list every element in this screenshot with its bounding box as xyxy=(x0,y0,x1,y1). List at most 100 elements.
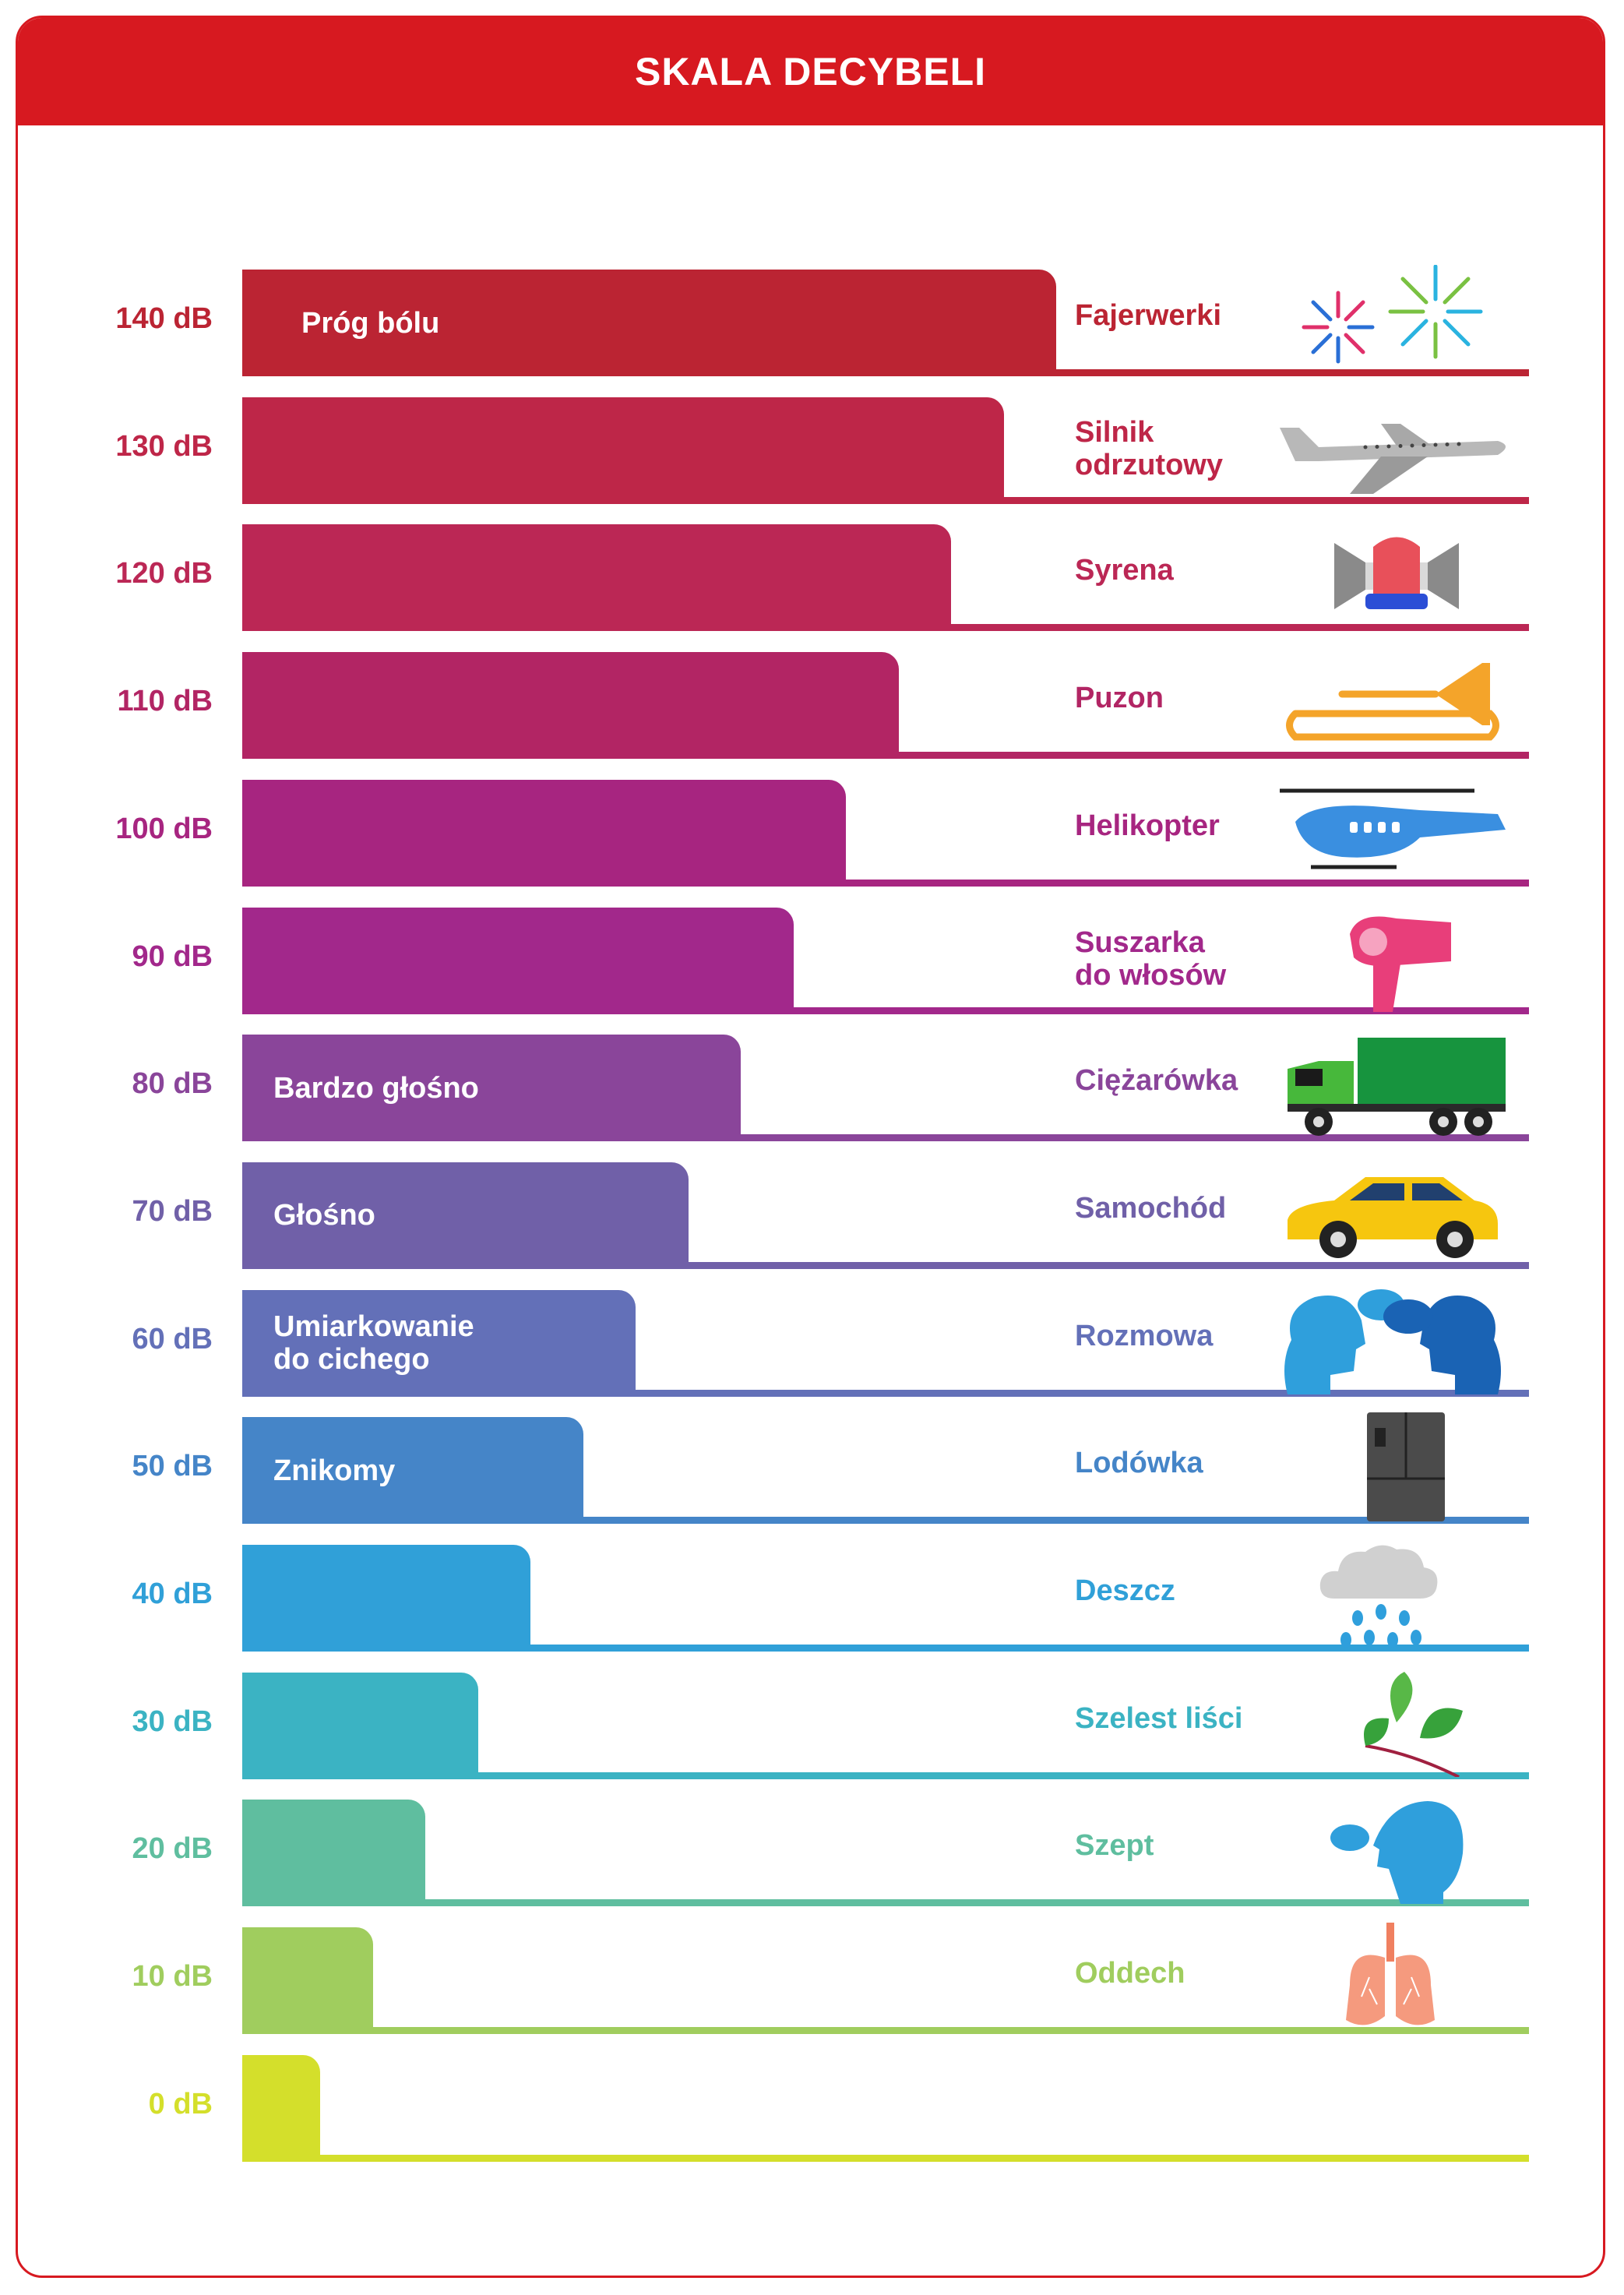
bar-row: 50 dB Znikomy Lodówka xyxy=(18,1412,1603,1525)
bar-row: 120 dB Syrena xyxy=(18,524,1603,632)
loudness-level-label: Znikomy xyxy=(273,1454,396,1487)
db-tick-label: 50 dB xyxy=(132,1450,213,1483)
bar-baseline xyxy=(242,879,1529,887)
bar-baseline xyxy=(242,1517,1529,1525)
bar: Umiarkowanie do cichego xyxy=(242,1289,636,1397)
sound-source-label: Helikopter xyxy=(1075,809,1220,842)
helicopter-icon xyxy=(1280,788,1506,869)
bar-baseline xyxy=(242,2154,1529,2162)
sound-source-label: Puzon xyxy=(1075,682,1164,714)
hair-dryer-icon xyxy=(1350,916,1451,1012)
bar xyxy=(242,524,951,632)
loudness-level-label: Bardzo głośno xyxy=(273,1071,479,1105)
sound-source-line: Ciężarówka xyxy=(1075,1064,1238,1098)
sound-source-label: Oddech xyxy=(1075,1957,1185,1990)
db-tick-label: 80 dB xyxy=(132,1067,213,1101)
bar: Znikomy xyxy=(242,1417,583,1525)
bar-baseline xyxy=(242,1645,1529,1652)
loudness-level-label: Próg bólu xyxy=(301,306,440,340)
sound-source-line: Lodówka xyxy=(1075,1447,1203,1480)
bar-baseline xyxy=(242,1771,1529,1779)
loudness-level-label: Głośno xyxy=(273,1199,375,1232)
trombone-icon xyxy=(1286,663,1499,741)
db-tick-label: 130 dB xyxy=(115,429,213,463)
sound-source-label: Szept xyxy=(1075,1829,1154,1862)
bar xyxy=(242,397,1004,504)
page-title: SKALA DECYBELI xyxy=(634,50,987,93)
loudness-level-label: Umiarkowanie do cichego xyxy=(273,1310,474,1377)
sound-source-line: Oddech xyxy=(1075,1957,1185,1990)
bar: Próg bólu xyxy=(242,270,1056,376)
fridge-icon xyxy=(1367,1412,1445,1522)
sound-source-label: Syrena xyxy=(1075,554,1174,587)
sound-source-line: Silnik xyxy=(1075,415,1154,449)
sound-source-line: odrzutowy xyxy=(1075,448,1223,481)
sound-source-line: Samochód xyxy=(1075,1191,1227,1225)
db-tick-label: 90 dB xyxy=(132,940,213,973)
sound-source-line: Syrena xyxy=(1075,554,1174,587)
sound-source-line: Helikopter xyxy=(1075,809,1220,842)
sound-source-label: Lodówka xyxy=(1075,1447,1203,1479)
sound-source-label: Fajerwerki xyxy=(1075,299,1221,332)
bar-row: 30 dB Szelest liści xyxy=(18,1671,1603,1779)
bar-row: 90 dB Suszarka do włosów xyxy=(18,907,1603,1014)
sound-source-line: Szept xyxy=(1075,1829,1154,1863)
db-tick-label: 10 dB xyxy=(132,1960,213,1994)
bar-row: 100 dB Helikopter xyxy=(18,779,1603,887)
leaves-icon xyxy=(1364,1671,1463,1777)
db-tick-label: 70 dB xyxy=(132,1194,213,1228)
sound-source-line: Rozmowa xyxy=(1075,1319,1214,1352)
sound-source-label: Rozmowa xyxy=(1075,1320,1213,1352)
whisper-icon xyxy=(1330,1801,1464,1905)
bar-baseline xyxy=(242,1899,1529,1907)
sound-source-label: Silnik odrzutowy xyxy=(1075,416,1223,481)
sound-source-line: Puzon xyxy=(1075,682,1164,715)
siren-icon xyxy=(1334,537,1459,610)
sound-source-line: Szelest liści xyxy=(1075,1701,1243,1735)
bar xyxy=(242,1927,373,2035)
bar-row: 140 dB Próg bólu Fajerwerki xyxy=(18,265,1603,376)
db-tick-label: 0 dB xyxy=(148,2087,213,2120)
bar xyxy=(242,1800,425,1907)
airplane-icon xyxy=(1280,423,1506,494)
bar-baseline xyxy=(242,1389,1529,1397)
db-tick-label: 20 dB xyxy=(132,1832,213,1866)
sound-source-line: Deszcz xyxy=(1075,1574,1175,1607)
conversation-icon xyxy=(1284,1289,1501,1394)
bar xyxy=(242,907,794,1014)
db-tick-label: 40 dB xyxy=(132,1578,213,1610)
truck-icon xyxy=(1288,1038,1506,1137)
bar-row: 20 dB Szept xyxy=(18,1800,1603,1907)
infographic-frame: SKALA DECYBELI 140 dB Próg bólu Fajerwerki… xyxy=(16,16,1605,2278)
db-tick-label: 140 dB xyxy=(115,302,213,335)
sound-source-label: Deszcz xyxy=(1075,1574,1175,1607)
bar xyxy=(242,779,846,887)
db-tick-label: 100 dB xyxy=(115,812,213,845)
bar-baseline xyxy=(242,1134,1529,1142)
sound-source-label: Samochód xyxy=(1075,1192,1226,1225)
bar-row: 70 dB Głośno Samochód xyxy=(18,1162,1603,1269)
db-tick-label: 120 dB xyxy=(115,557,213,590)
bar: Bardzo głośno xyxy=(242,1035,741,1142)
rain-icon xyxy=(1319,1545,1438,1648)
bar-row: 40 dB Deszcz xyxy=(18,1545,1603,1652)
db-tick-label: 30 dB xyxy=(132,1705,213,1738)
bar-row: 130 dB Silnik odrzutowy xyxy=(18,397,1603,504)
bar-row: 10 dB Oddech xyxy=(18,1923,1603,2035)
header-banner: SKALA DECYBELI xyxy=(18,18,1603,125)
bar xyxy=(242,2054,320,2162)
bar xyxy=(242,1545,530,1652)
bar-row: 60 dB Umiarkowanie do cichego Rozmowa xyxy=(18,1289,1603,1397)
sound-source-label: Ciężarówka xyxy=(1075,1064,1238,1097)
bar-baseline xyxy=(242,1261,1529,1269)
lungs-icon xyxy=(1346,1923,1435,2025)
bar xyxy=(242,652,899,760)
bar: Głośno xyxy=(242,1162,689,1269)
sound-source-label: Suszarka do włosów xyxy=(1075,926,1226,992)
bar-row: 110 dB Puzon xyxy=(18,652,1603,760)
bar-row: 0 dB xyxy=(18,2054,1603,2162)
bar-baseline xyxy=(242,1006,1529,1014)
sound-source-line: Fajerwerki xyxy=(1075,299,1221,332)
sound-source-line: Suszarka xyxy=(1075,925,1205,959)
bar-row: 80 dB Bardzo głośno Ciężarówka xyxy=(18,1035,1603,1142)
